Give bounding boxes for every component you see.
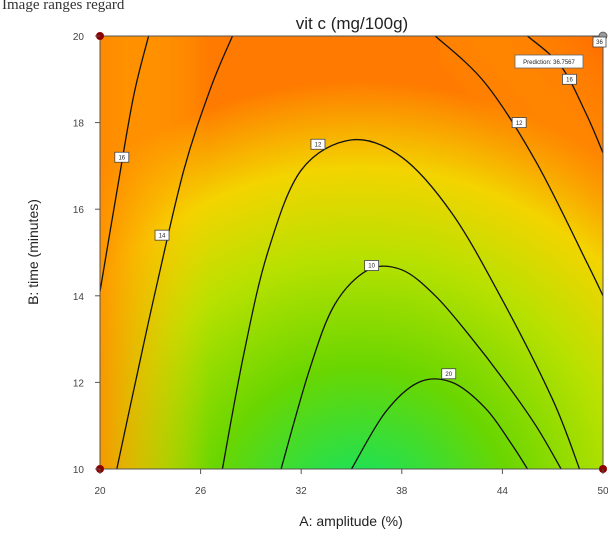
- header-fragment: Image ranges regard: [2, 0, 125, 13]
- contour-label-text: 10: [368, 264, 375, 270]
- contour-label: 12: [511, 117, 527, 128]
- plot-area: [100, 36, 603, 469]
- x-tick-label: 38: [396, 486, 408, 497]
- contour-label: 20: [441, 368, 457, 380]
- chart-title: vit c (mg/100g): [296, 14, 408, 33]
- contour-line-10: [280, 265, 562, 469]
- contour-label-text: 20: [445, 372, 452, 378]
- contour-label: 12: [310, 138, 326, 150]
- x-tick-label: 50: [597, 486, 608, 497]
- contour-label: 14: [154, 229, 170, 241]
- contour-label-box: [154, 229, 170, 241]
- contour-label-box: [562, 73, 577, 85]
- prediction-marker-box: [592, 36, 607, 48]
- contour-line-12: [434, 36, 603, 297]
- contour-label-text: 12: [516, 121, 523, 127]
- contour-label-box: [441, 368, 457, 380]
- y-tick-label: 10: [73, 465, 85, 476]
- heatmap-left-band: [100, 36, 210, 469]
- y-axis-title: B: time (minutes): [25, 199, 41, 305]
- prediction-tooltip-text: Prediction: 36.7567: [523, 60, 575, 66]
- contour-line-12: [221, 138, 581, 469]
- contour-label-box: [310, 138, 326, 150]
- contour-label-box: [114, 151, 130, 163]
- prediction-marker-label: 36: [596, 40, 603, 46]
- contour-label-text: 14: [159, 233, 166, 239]
- x-tick-label: 44: [497, 486, 509, 497]
- plot-frame: [99, 35, 604, 470]
- y-tick-label: 14: [73, 292, 85, 303]
- contour-line-20: [350, 378, 529, 469]
- x-tick-label: 32: [296, 486, 308, 497]
- x-tick-label: 20: [94, 486, 106, 497]
- contour-label-text: 16: [566, 78, 573, 84]
- contour-label-text: 16: [118, 155, 125, 161]
- contour-label-box: [511, 117, 527, 128]
- y-tick-label: 20: [73, 32, 85, 43]
- contour-label: 16: [114, 151, 130, 163]
- y-tick-label: 12: [73, 378, 85, 389]
- contour-label-text: 12: [315, 142, 322, 148]
- y-tick-label: 18: [73, 119, 85, 130]
- contour-label: 16: [562, 73, 577, 85]
- prediction-tooltip: [514, 54, 584, 69]
- contour-label-box: [364, 260, 380, 271]
- contour-line-16: [527, 36, 603, 154]
- contour-label: 10: [364, 260, 380, 271]
- x-axis-title: A: amplitude (%): [299, 513, 402, 529]
- x-tick-label: 26: [195, 486, 207, 497]
- y-tick-label: 16: [73, 205, 85, 216]
